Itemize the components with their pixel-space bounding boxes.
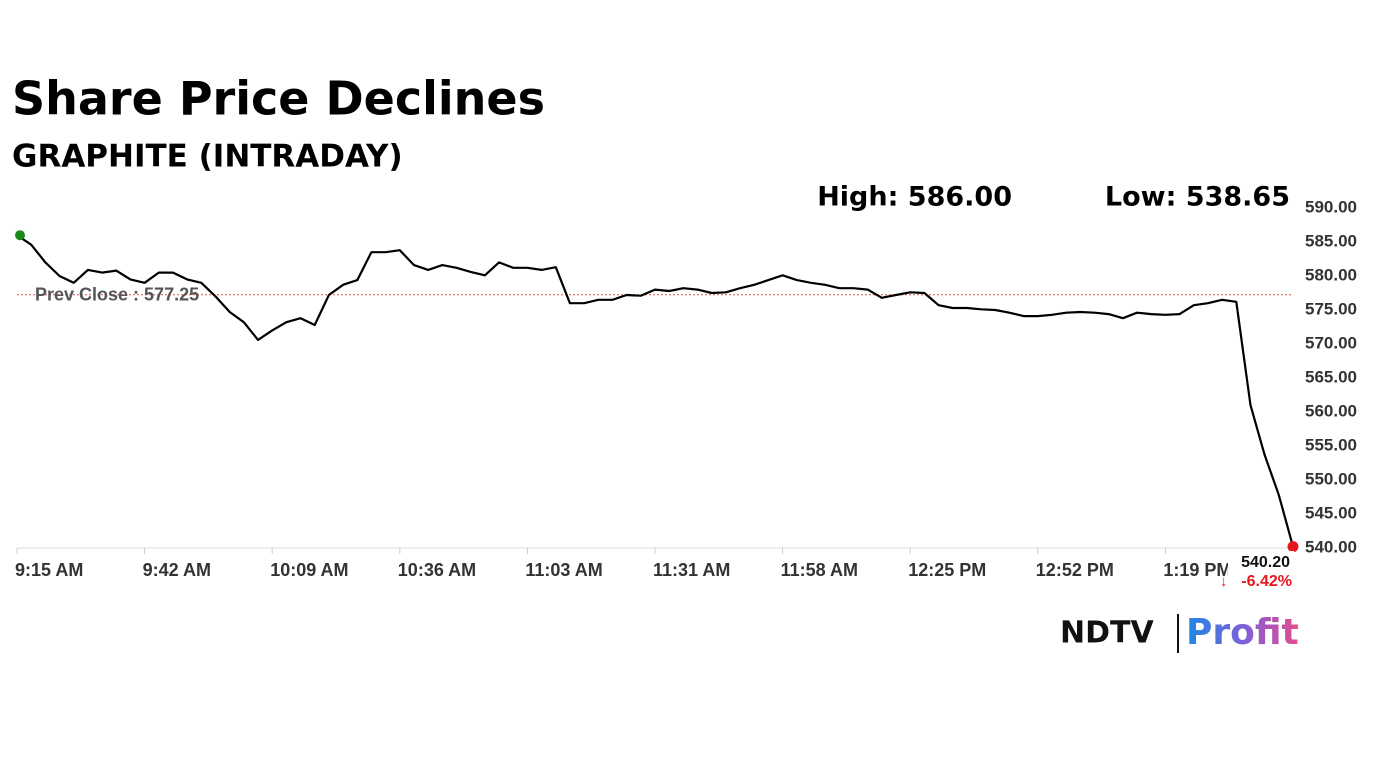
y-tick-label: 540.00 <box>1305 537 1357 556</box>
x-tick-label: 1:19 PM <box>1163 560 1231 580</box>
x-tick-label: 11:31 AM <box>653 560 730 580</box>
price-line <box>16 234 1295 547</box>
logo-profit: Profit <box>1186 612 1299 653</box>
y-tick-label: 575.00 <box>1305 299 1357 318</box>
start-point <box>15 230 25 241</box>
y-tick-label: 565.00 <box>1305 367 1357 386</box>
logo: NDTV Profit <box>1060 612 1299 653</box>
y-tick-label: 550.00 <box>1305 469 1357 488</box>
last-value-label: 540.20 <box>1241 554 1290 571</box>
x-tick-label: 12:25 PM <box>908 560 986 580</box>
y-tick-label: 570.00 <box>1305 333 1357 352</box>
logo-ndtv: NDTV <box>1060 616 1154 651</box>
x-tick-label: 12:52 PM <box>1036 560 1114 580</box>
y-tick-label: 560.00 <box>1305 401 1357 420</box>
y-tick-label: 555.00 <box>1305 435 1357 454</box>
x-tick-label: 9:42 AM <box>143 560 211 580</box>
high-label: High: 586.00 <box>817 182 1012 213</box>
low-label: Low: 538.65 <box>1105 182 1290 213</box>
chart-title: Share Price Declines <box>12 72 545 126</box>
change-label: -6.42% <box>1241 573 1292 590</box>
y-tick-label: 580.00 <box>1305 265 1357 284</box>
change-arrow: ↓ <box>1220 573 1228 590</box>
prev-close-label: Prev Close : 577.25 <box>35 284 199 304</box>
x-tick-label: 10:09 AM <box>270 560 348 580</box>
y-tick-label: 590.00 <box>1305 197 1357 216</box>
x-tick-label: 11:58 AM <box>781 560 858 580</box>
x-tick-label: 10:36 AM <box>398 560 476 580</box>
x-tick-label: 11:03 AM <box>525 560 602 580</box>
end-point <box>1287 541 1299 553</box>
last-value-box <box>1228 551 1294 591</box>
y-tick-label: 585.00 <box>1305 231 1357 250</box>
y-tick-label: 545.00 <box>1305 503 1357 522</box>
chart-subtitle: GRAPHITE (INTRADAY) <box>12 139 403 175</box>
x-tick-label: 9:15 AM <box>15 560 83 580</box>
plot: 540.00 545.00 550.00 555.00 560.00 565.00 570.… <box>15 197 1357 591</box>
